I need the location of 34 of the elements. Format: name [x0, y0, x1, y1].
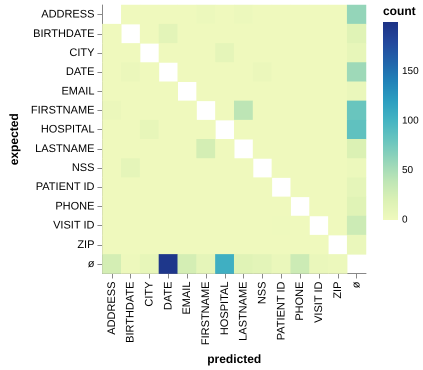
y-tick-label: ADDRESS — [41, 8, 94, 21]
color-bar-label: 0 — [402, 214, 408, 226]
x-axis-title: predicted — [207, 352, 262, 366]
x-tick-label: FIRSTNAME — [200, 282, 212, 346]
x-tick-label: PATIENT ID — [275, 282, 288, 340]
color-bar-label: 150 — [402, 66, 420, 77]
y-tick-label: ø — [88, 258, 95, 270]
color-bar-label: 50 — [402, 165, 414, 176]
x-tick-label: CITY — [144, 280, 156, 307]
y-tick-label: NSS — [72, 162, 94, 174]
y-tick-label: CITY — [69, 46, 96, 59]
x-tick-label: VISIT ID — [312, 282, 325, 323]
x-tick-label: ZIP — [332, 282, 344, 299]
x-tick-label: LASTNAME — [238, 282, 250, 341]
color-bar-label: 100 — [402, 116, 420, 126]
y-tick-label: VISIT ID — [53, 220, 94, 232]
x-tick-label: HOSPITAL — [218, 282, 231, 336]
x-tick-label: DATE — [162, 282, 174, 310]
y-tick-label: PATIENT ID — [36, 181, 94, 194]
x-tick-label: ø — [350, 281, 363, 288]
y-tick-label: BIRTHDATE — [33, 28, 94, 40]
x-tick-label: EMAIL — [181, 282, 194, 315]
y-tick-label: PHONE — [55, 200, 94, 212]
y-tick-label: ZIP — [77, 238, 94, 251]
y-tick-label: DATE — [66, 66, 94, 78]
y-axis-title: expected — [7, 113, 21, 166]
x-tick-label: BIRTHDATE — [124, 282, 137, 343]
y-tick-label: HOSPITAL — [40, 124, 94, 136]
y-tick-label: EMAIL — [61, 85, 94, 98]
y-tick-label: LASTNAME — [35, 142, 94, 155]
y-tick-label: FIRSTNAME — [30, 104, 94, 116]
x-tick-label: NSS — [256, 282, 268, 304]
color-bar-title: count — [383, 4, 416, 18]
x-tick-label: PHONE — [294, 282, 306, 321]
